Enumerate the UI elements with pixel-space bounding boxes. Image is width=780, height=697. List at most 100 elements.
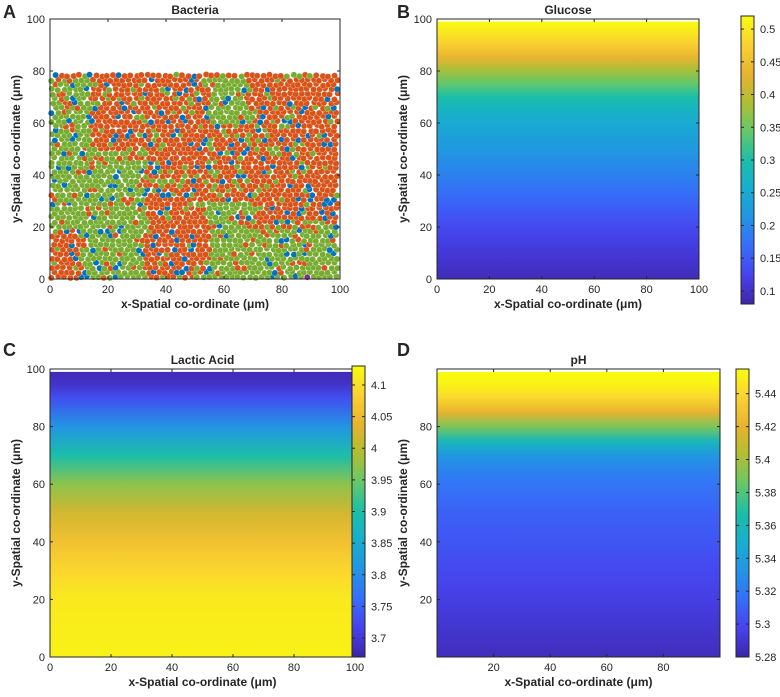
cell-red <box>213 71 221 79</box>
cell-green <box>219 72 227 80</box>
cell-green <box>77 160 85 167</box>
cell-red <box>172 187 180 195</box>
colorbar-tick-label: 5.44 <box>755 389 776 401</box>
cell-red <box>53 255 61 263</box>
colorbar-tick-label: 0.1 <box>760 286 775 298</box>
cell-red <box>240 265 248 272</box>
cell-red <box>239 182 247 190</box>
cell-red <box>291 117 299 125</box>
x-tick-label: 0 <box>434 284 440 296</box>
cell-red <box>321 173 329 181</box>
cell-red <box>327 173 335 181</box>
y-axis-label: y-Spatial co-ordinate (μm) <box>9 439 23 587</box>
cell-red <box>197 196 204 204</box>
colorbar-tick-label: 4 <box>371 443 377 455</box>
cell-red <box>80 241 88 249</box>
cell-green <box>51 168 58 176</box>
cell-green <box>230 178 238 186</box>
x-tick-label: 20 <box>487 662 499 674</box>
panel-letter: B <box>397 2 410 22</box>
x-tick-label: 40 <box>160 284 172 296</box>
cell-green <box>333 255 341 263</box>
cell-red <box>225 128 233 135</box>
cell-green <box>47 77 55 85</box>
cell-green <box>328 264 336 272</box>
y-tick-label: 100 <box>27 364 45 376</box>
cell-green <box>291 224 299 231</box>
cell-red <box>313 155 321 163</box>
colorbar-scale <box>736 369 749 657</box>
cell-green <box>309 255 316 263</box>
x-tick-label: 60 <box>227 662 239 674</box>
cell-green <box>256 246 264 253</box>
colorbar-scale <box>741 16 754 304</box>
cell-red <box>126 95 133 103</box>
cell-red <box>331 72 338 80</box>
cell-red <box>239 132 247 139</box>
cell-red <box>312 72 320 79</box>
cell-red <box>109 105 117 112</box>
cell-red <box>266 71 273 79</box>
cell-blue <box>159 192 167 199</box>
y-tick-label: 20 <box>420 594 432 606</box>
cell-red <box>306 81 314 89</box>
x-tick-label: 20 <box>105 662 117 674</box>
cell-red <box>158 247 166 254</box>
cell-green <box>59 192 67 199</box>
colorbar-tick-label: 0.15 <box>760 253 780 265</box>
cell-red <box>103 260 110 268</box>
cell-blue <box>158 109 165 117</box>
cell-green <box>252 274 260 282</box>
cell-blue <box>178 268 186 276</box>
cell-green <box>256 233 264 240</box>
y-tick-label: 40 <box>420 537 432 549</box>
cell-red <box>225 72 233 79</box>
colorbar-tick-label: 3.95 <box>371 475 392 487</box>
cell-green <box>278 122 286 130</box>
cell-green <box>121 269 128 277</box>
cell-red <box>187 118 195 126</box>
chart-title: pH <box>571 353 587 367</box>
cell-green <box>251 191 258 199</box>
cell-red <box>178 95 186 103</box>
cell-green <box>91 209 99 217</box>
y-tick-label: 60 <box>420 479 432 491</box>
cell-blue <box>179 114 186 121</box>
cell-red <box>173 81 180 89</box>
cell-green <box>241 201 248 209</box>
cell-blue <box>195 96 203 103</box>
cell-red <box>141 77 148 84</box>
cell-blue <box>51 137 59 144</box>
cell-red <box>315 109 323 117</box>
cell-red <box>144 82 152 89</box>
cell-green <box>134 196 141 204</box>
cell-red <box>126 72 134 79</box>
cell-red <box>166 73 174 80</box>
panel-letter: D <box>397 340 410 360</box>
cell-green <box>207 219 215 226</box>
y-tick-label: 0 <box>39 274 45 286</box>
cell-blue <box>88 117 96 125</box>
x-tick-label: 100 <box>331 284 349 296</box>
y-tick-label: 80 <box>33 66 45 78</box>
x-tick-label: 20 <box>483 284 495 296</box>
cell-green <box>112 256 120 263</box>
cell-red <box>286 77 294 85</box>
x-tick-label: 100 <box>346 662 364 674</box>
panel-a: A 0 20 40 60 80 100 0 20 40 60 80 100 Bacteria x-Spati… <box>3 2 349 311</box>
colorbar-tick-label: 0.4 <box>760 90 775 102</box>
cell-red <box>326 164 334 172</box>
x-tick-label: 80 <box>657 662 669 674</box>
cell-red <box>245 77 253 84</box>
cell-green <box>188 109 196 117</box>
colorbar-tick-label: 5.38 <box>755 487 776 499</box>
y-tick-label: 40 <box>33 170 45 182</box>
cell-red <box>185 72 192 80</box>
cell-red <box>199 265 207 272</box>
cell-red <box>205 233 212 241</box>
cell-blue <box>168 228 176 236</box>
cell-green <box>89 233 96 241</box>
cell-red <box>75 270 82 277</box>
panel-b: B 0 20 40 60 80 100 0 20 40 60 80 100 Glucose x-Spatia… <box>396 2 780 311</box>
